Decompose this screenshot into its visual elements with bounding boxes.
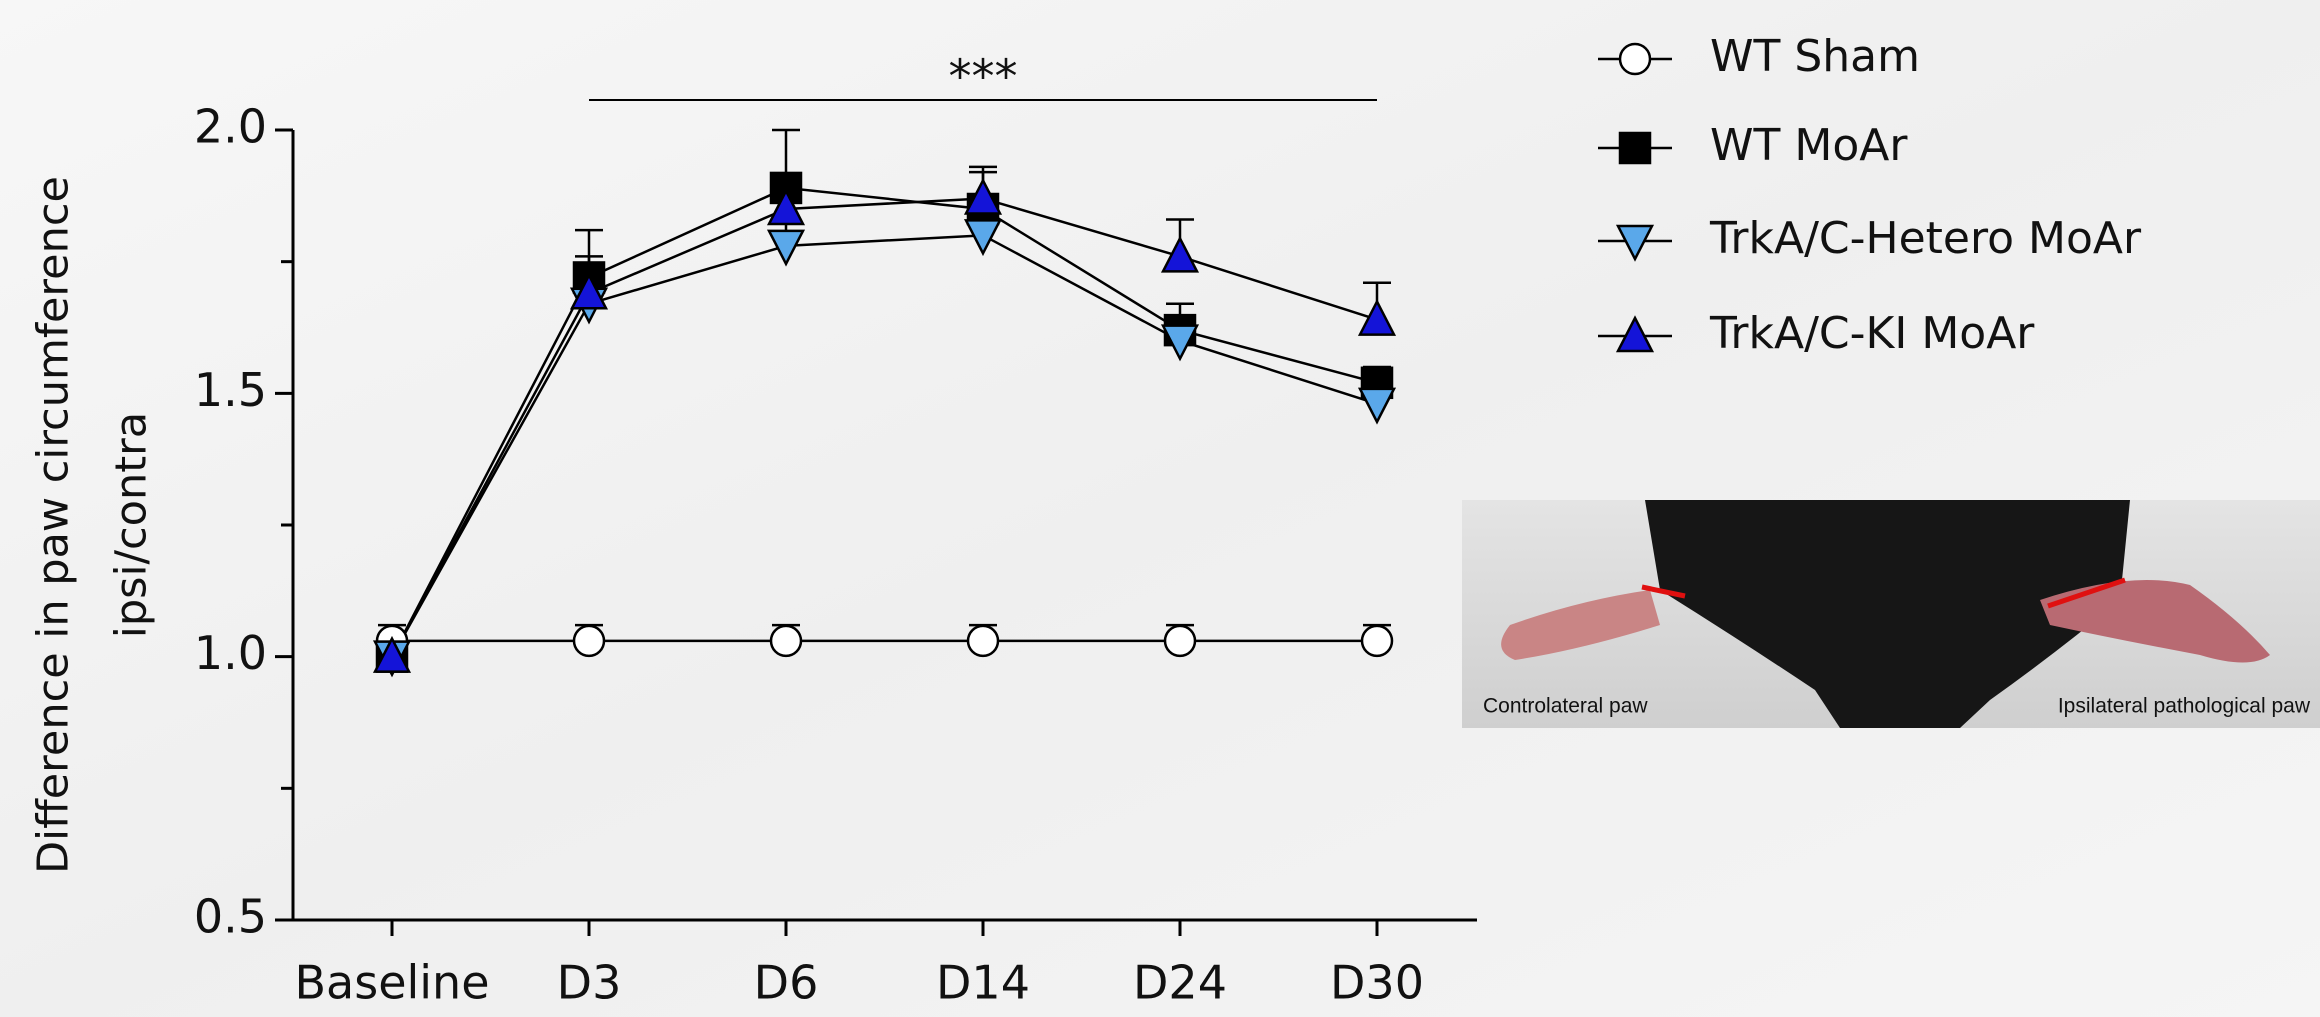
- arrow: [1641, 584, 1686, 599]
- marker: [372, 635, 412, 673]
- x-tick-label: D3: [557, 956, 622, 1010]
- mouse-body: [1645, 500, 2130, 728]
- y-tick-label: 2.0: [194, 100, 267, 154]
- marker: [963, 177, 1003, 215]
- legend-marker: [1618, 42, 1652, 76]
- legend-label: TrkA/C-Hetero MoAr: [1709, 213, 2142, 264]
- x-tick-label: D14: [936, 956, 1030, 1010]
- marker: [569, 272, 609, 310]
- series-line: [390, 197, 1378, 658]
- legend-label: WT MoAr: [1710, 120, 1908, 171]
- legend-label: TrkA/C-KI MoAr: [1709, 308, 2035, 359]
- legend-marker: [1618, 131, 1652, 165]
- significance-label: ***: [949, 50, 1018, 104]
- y-axis-label: Difference in paw circumference: [29, 176, 79, 874]
- marker: [769, 624, 803, 658]
- arrow: [2047, 577, 2126, 609]
- photo-label: Controlateral paw: [1483, 695, 1648, 718]
- marker: [963, 219, 1003, 257]
- y-axis-label: ipsi/contra: [107, 412, 157, 638]
- marker: [766, 229, 806, 267]
- y-tick-label: 1.0: [194, 626, 267, 680]
- x-tick-label: Baseline: [294, 956, 489, 1010]
- x-tick-label: D30: [1330, 956, 1424, 1010]
- paw-right: [2040, 580, 2270, 663]
- legend-label: WT Sham: [1710, 31, 1920, 82]
- marker: [1357, 298, 1397, 336]
- x-tick-label: D24: [1133, 956, 1227, 1010]
- photo: Controlateral paw Ipsilateral pathologic…: [1462, 500, 2320, 728]
- marker: [1357, 387, 1397, 425]
- legend-marker: [1615, 315, 1655, 353]
- y-tick-label: 1.5: [194, 363, 267, 417]
- marker: [1163, 624, 1197, 658]
- paw-left: [1501, 590, 1660, 660]
- marker: [966, 624, 1000, 658]
- series-line: [390, 186, 1378, 658]
- marker: [1160, 324, 1200, 362]
- legend-marker: [1615, 224, 1655, 262]
- marker: [572, 624, 606, 658]
- marker: [766, 188, 806, 226]
- marker: [1160, 235, 1200, 273]
- x-tick-label: D6: [754, 956, 819, 1010]
- photo-label: Ipsilateral pathological paw: [2058, 695, 2311, 718]
- series-line: [390, 234, 1378, 658]
- marker: [1360, 624, 1394, 658]
- y-tick-label: 0.5: [194, 890, 267, 944]
